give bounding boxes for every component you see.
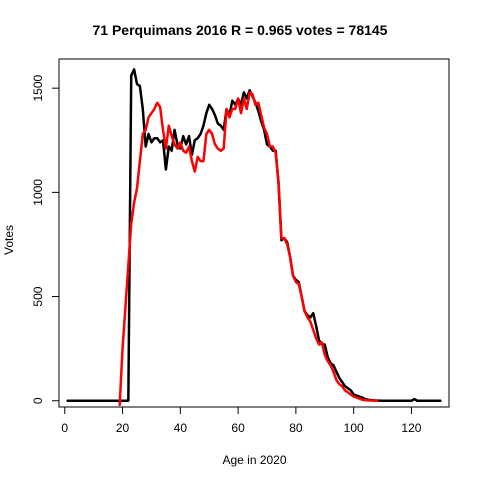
series-layer [66, 68, 442, 407]
y-tick-label: 1500 [31, 75, 45, 102]
x-tick-label: 20 [116, 421, 130, 435]
x-tick-label: 100 [344, 421, 364, 435]
x-tick-label: 60 [231, 421, 245, 435]
series-line-1 [66, 68, 442, 402]
y-axis: 0 500 1000 1500 [31, 75, 60, 404]
x-axis: 0 20 40 60 80 100 120 [61, 406, 422, 435]
x-axis-label: Age in 2020 [222, 453, 286, 467]
y-tick-label: 0 [31, 397, 45, 404]
x-tick-label: 0 [61, 421, 68, 435]
x-tick-label: 40 [174, 421, 188, 435]
y-axis-label: Votes [2, 225, 16, 255]
chart-title: 71 Perquimans 2016 R = 0.965 votes = 781… [93, 22, 388, 38]
y-tick-label: 1000 [31, 179, 45, 206]
x-tick-label: 120 [401, 421, 421, 435]
y-tick-label: 500 [31, 286, 45, 306]
x-tick-label: 80 [289, 421, 303, 435]
series-line-2 [118, 91, 379, 407]
